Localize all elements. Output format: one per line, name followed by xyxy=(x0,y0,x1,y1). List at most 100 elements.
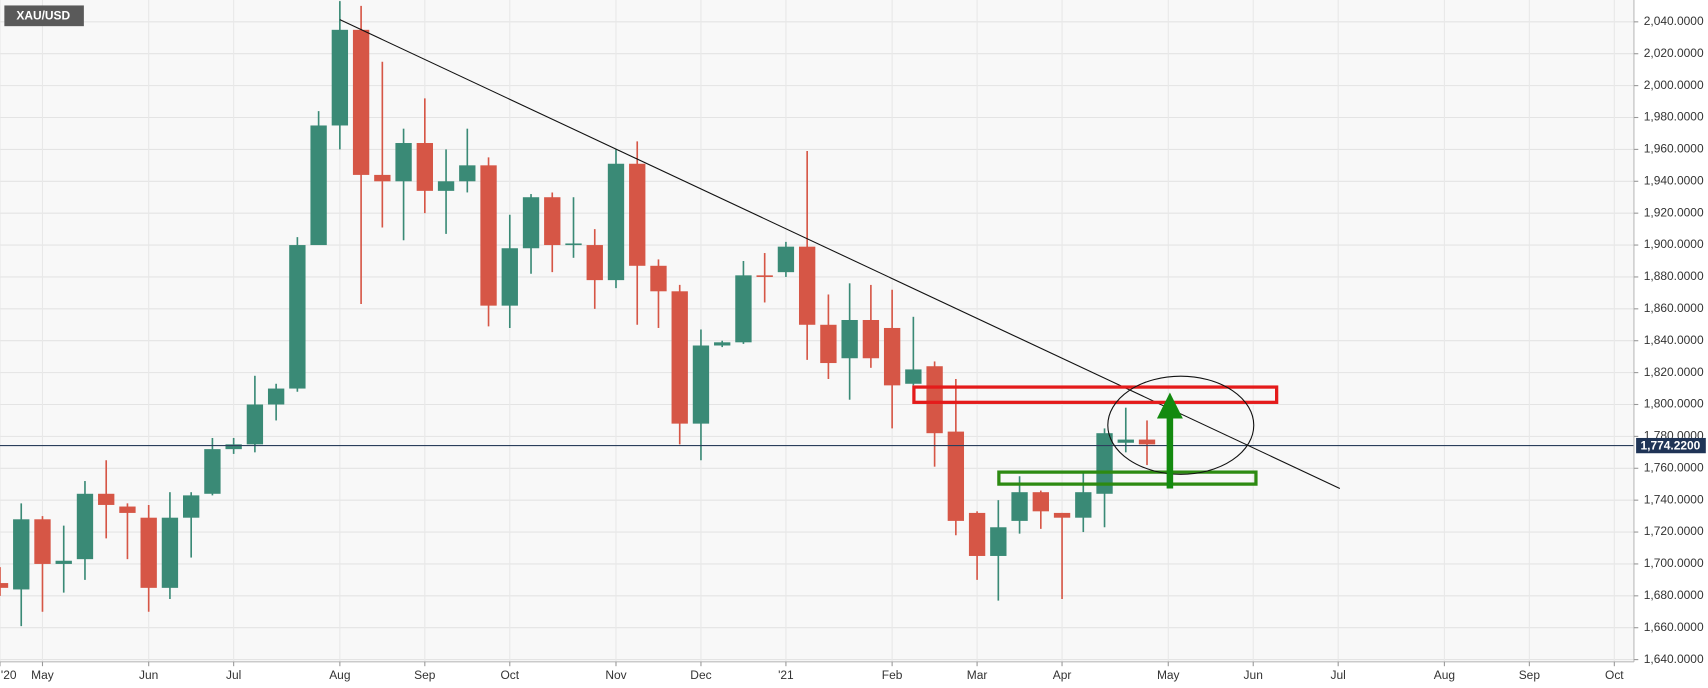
candle-body xyxy=(480,165,497,306)
candle-body xyxy=(883,327,901,386)
candle-body xyxy=(437,181,455,191)
candle-body xyxy=(544,197,561,246)
x-tick-label: May xyxy=(1157,668,1180,682)
candle-body xyxy=(692,345,710,424)
y-tick-label: 1,640.0000 xyxy=(1644,652,1704,666)
candle-body xyxy=(119,506,136,513)
y-tick-label: 1,820.0000 xyxy=(1644,365,1704,379)
last-price-badge xyxy=(1636,437,1706,454)
candle-body xyxy=(1032,492,1049,512)
x-tick-label: '21 xyxy=(778,668,794,682)
x-tick-label: '20 xyxy=(1,668,17,682)
y-tick-label: 1,960.0000 xyxy=(1644,142,1704,156)
x-tick-label: Jul xyxy=(1331,668,1346,682)
candle-body xyxy=(204,449,221,494)
y-tick-label: 2,020.0000 xyxy=(1644,46,1704,60)
candles xyxy=(0,1,1634,627)
y-tick-label: 1,900.0000 xyxy=(1644,237,1704,251)
candle-body xyxy=(289,245,306,389)
candle-body xyxy=(225,444,242,450)
candle-body xyxy=(55,560,72,564)
candle-body xyxy=(862,319,880,359)
candle-body xyxy=(1011,492,1028,521)
y-tick-label: 1,860.0000 xyxy=(1644,301,1704,315)
candle-body xyxy=(841,319,858,359)
candle-body xyxy=(735,275,752,343)
x-tick-label: Dec xyxy=(690,668,711,682)
y-tick-label: 1,880.0000 xyxy=(1644,269,1704,283)
candle-body xyxy=(926,366,943,434)
candle-body xyxy=(905,369,922,384)
axes: 1,640.0000 1,660.0000 1,680.0000 1,700.0000… xyxy=(0,14,1706,682)
candle-body xyxy=(1053,512,1071,518)
candle-body xyxy=(0,583,9,588)
candle-body xyxy=(565,243,582,246)
candle-body xyxy=(586,245,603,281)
candle-body xyxy=(714,342,731,346)
candle-body xyxy=(140,517,157,588)
candle-body xyxy=(947,431,965,521)
candle-body xyxy=(352,29,370,175)
y-tick-label: 1,980.0000 xyxy=(1644,110,1704,124)
support-zone xyxy=(997,470,1258,486)
x-tick-label: Aug xyxy=(329,668,350,682)
candle-body xyxy=(1138,439,1156,445)
candle-body xyxy=(522,197,540,249)
y-tick-label: 1,940.0000 xyxy=(1644,173,1704,187)
candle-body xyxy=(34,519,51,564)
x-tick-label: Feb xyxy=(882,668,903,682)
candle-body xyxy=(183,495,200,518)
candle-body xyxy=(968,512,986,556)
candle-body xyxy=(990,527,1007,556)
x-tick-label: Oct xyxy=(1605,668,1624,682)
candle-body xyxy=(331,29,349,126)
x-tick-label: Aug xyxy=(1434,668,1455,682)
x-tick-label: Jun xyxy=(139,668,158,682)
candle-body xyxy=(671,291,688,424)
x-tick-label: Jul xyxy=(226,668,241,682)
candle-body xyxy=(395,143,412,182)
candle-body xyxy=(501,248,518,306)
candle-body xyxy=(1096,433,1113,494)
candle-body xyxy=(777,246,795,273)
candle-body xyxy=(820,324,837,364)
candle-body xyxy=(798,246,816,325)
candle-body xyxy=(650,265,667,292)
candle-body xyxy=(459,165,476,182)
x-tick-label: Sep xyxy=(414,668,436,682)
candle-body xyxy=(756,275,773,277)
x-tick-label: Oct xyxy=(500,668,519,682)
annotations xyxy=(339,19,1341,489)
candle-body xyxy=(310,125,327,246)
y-tick-label: 2,040.0000 xyxy=(1644,14,1704,28)
x-tick-label: Sep xyxy=(1519,668,1541,682)
last-price-label: 1,774.2200 xyxy=(1640,438,1700,452)
y-tick-label: 1,660.0000 xyxy=(1644,620,1704,634)
candle-body xyxy=(267,388,285,405)
y-tick-label: 2,000.0000 xyxy=(1644,78,1704,92)
candle-body xyxy=(607,163,625,281)
candle-body xyxy=(98,493,115,505)
candle-body xyxy=(374,174,391,182)
x-tick-label: Apr xyxy=(1053,668,1072,682)
candle-body xyxy=(13,519,30,590)
y-tick-label: 1,760.0000 xyxy=(1644,460,1704,474)
x-tick-label: Jun xyxy=(1244,668,1263,682)
candle-body xyxy=(416,143,433,191)
chart-title: XAU/USD xyxy=(16,9,70,23)
y-tick-label: 1,700.0000 xyxy=(1644,556,1704,570)
x-tick-label: Mar xyxy=(967,668,988,682)
highlight-ellipse xyxy=(1107,375,1255,475)
plot-background xyxy=(0,0,1634,662)
candle-body xyxy=(629,163,646,266)
y-tick-label: 1,720.0000 xyxy=(1644,524,1704,538)
y-tick-label: 1,920.0000 xyxy=(1644,205,1704,219)
y-tick-label: 1,800.0000 xyxy=(1644,397,1704,411)
candle-body xyxy=(161,517,179,588)
y-tick-label: 1,840.0000 xyxy=(1644,333,1704,347)
x-tick-label: Nov xyxy=(605,668,626,682)
symbol-badge xyxy=(4,5,84,27)
y-tick-label: 1,740.0000 xyxy=(1644,492,1704,506)
